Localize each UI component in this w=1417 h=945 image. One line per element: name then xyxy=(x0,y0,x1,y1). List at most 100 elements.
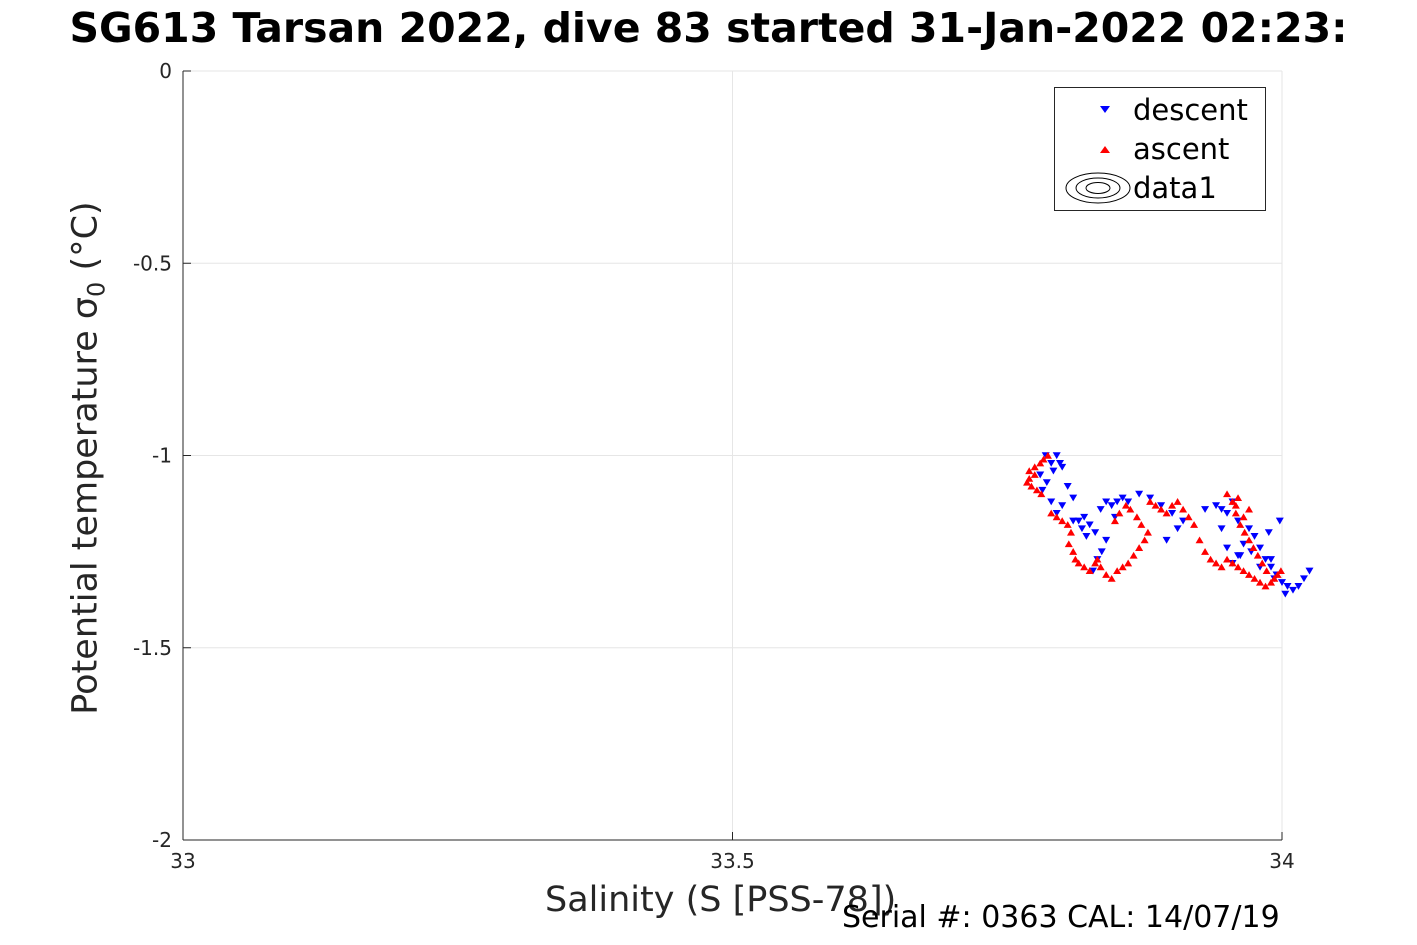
descent-point xyxy=(1264,529,1273,536)
y-axis-label: Potential temperature σ0 (°C) xyxy=(65,201,111,715)
ascent-point xyxy=(1261,582,1270,590)
legend[interactable]: descent ascent data1 xyxy=(1054,87,1266,211)
ascent-point xyxy=(1118,563,1127,571)
ascent-point xyxy=(1173,498,1182,505)
x-tick-label: 34 xyxy=(1269,849,1294,873)
descent-point xyxy=(1091,529,1100,536)
ascent-point xyxy=(1239,513,1248,521)
ascent-point xyxy=(1030,463,1039,471)
legend-item-ascent[interactable]: ascent xyxy=(1055,131,1265,167)
ascent-point xyxy=(1064,540,1073,548)
ascent-point xyxy=(1066,528,1075,536)
descent-point xyxy=(1275,517,1284,525)
descent-point xyxy=(1267,556,1276,563)
ascent-point xyxy=(1195,536,1204,544)
ascent-point xyxy=(1074,559,1083,567)
ascent-point xyxy=(1190,521,1199,528)
descent-point xyxy=(1085,521,1094,529)
ascent-point xyxy=(1135,544,1144,551)
descent-point xyxy=(1047,459,1056,467)
descent-point xyxy=(1074,517,1083,525)
descent-point xyxy=(1223,509,1232,517)
ascent-point xyxy=(1256,578,1265,586)
ascent-point xyxy=(1250,574,1259,582)
ascent-point xyxy=(1115,509,1124,517)
ascent-point xyxy=(1132,513,1141,521)
ascent-point xyxy=(1102,571,1111,578)
descent-point xyxy=(1146,494,1155,502)
descent-point xyxy=(1097,548,1106,556)
descent-point xyxy=(1267,563,1276,571)
ascent-point xyxy=(1137,521,1146,528)
ascent-point xyxy=(1179,505,1188,513)
descent-point xyxy=(1102,536,1111,544)
ascent-point xyxy=(1258,559,1267,567)
ascent-point xyxy=(1043,451,1052,459)
descent-point xyxy=(1056,459,1065,467)
descent-point xyxy=(1063,483,1072,490)
ascent-point xyxy=(1276,567,1285,575)
serial-footer: Serial #: 0363 CAL: 14/07/19 xyxy=(842,900,1280,935)
ascent-point xyxy=(1052,513,1061,521)
descent-point xyxy=(1223,544,1232,552)
ascent-point xyxy=(1069,548,1078,555)
ascent-point xyxy=(1096,563,1105,571)
ascent-point xyxy=(1240,528,1249,536)
y-tick-label: -1 xyxy=(152,444,172,468)
ascent-point xyxy=(1027,482,1036,490)
descent-point xyxy=(1135,490,1144,498)
tick-labels: 33 33.5 34 0 -0.5 -1 -1.5 -2 xyxy=(133,59,1295,873)
ascent-point xyxy=(1058,517,1067,525)
ascent-point xyxy=(1091,559,1100,567)
ascent-point xyxy=(1168,501,1177,509)
ascent-point xyxy=(1129,551,1138,559)
ascent-point xyxy=(1228,559,1237,567)
ascent-point xyxy=(1217,563,1226,571)
descent-point xyxy=(1261,556,1270,563)
descent-point xyxy=(1052,452,1061,460)
ascent-point xyxy=(1223,555,1232,563)
descent-point xyxy=(1283,583,1292,590)
x-tick-label: 33 xyxy=(170,849,195,873)
descent-point xyxy=(1162,536,1171,544)
legend-item-descent[interactable]: descent xyxy=(1055,92,1265,128)
descent-point xyxy=(1212,502,1221,510)
descent-point xyxy=(1077,525,1086,533)
descent-point xyxy=(1102,498,1111,506)
descent-point xyxy=(1250,533,1259,540)
ascent-point xyxy=(1143,528,1152,536)
x-axis-label: Salinity (S [PSS-78]) xyxy=(545,880,897,920)
ascent-point xyxy=(1245,505,1254,513)
ascent-point xyxy=(1080,563,1089,571)
descent-point xyxy=(1036,471,1045,479)
ascent-point xyxy=(1121,501,1130,509)
ascent-point xyxy=(1157,505,1166,513)
descent-point xyxy=(1305,567,1314,575)
ascent-point xyxy=(1085,567,1094,575)
ascent-point xyxy=(1273,571,1282,578)
ascent-point xyxy=(1107,574,1116,582)
ascent-point xyxy=(1110,517,1119,525)
descent-point xyxy=(1299,575,1308,583)
contour-ellipse-icon xyxy=(1065,172,1131,204)
descent-point xyxy=(1096,506,1105,513)
descent-point xyxy=(1049,467,1058,475)
y-tick-label: -2 xyxy=(152,828,172,852)
ascent-point xyxy=(1023,478,1032,486)
ascent-point xyxy=(1124,559,1133,567)
legend-item-data1[interactable]: data1 xyxy=(1055,170,1265,206)
descent-point xyxy=(1118,494,1127,502)
descent-point xyxy=(1168,509,1177,517)
descent-point xyxy=(1288,586,1297,594)
ascent-point xyxy=(1162,509,1171,517)
ascent-point xyxy=(1245,571,1254,578)
descent-point xyxy=(1217,525,1226,533)
y-tick-label: -1.5 xyxy=(133,636,172,660)
descent-marker-icon xyxy=(1100,106,1110,113)
ascent-point xyxy=(1270,574,1279,582)
descent-point xyxy=(1052,509,1061,517)
ascent-point xyxy=(1249,544,1258,551)
descent-point xyxy=(1245,525,1254,533)
ascent-point xyxy=(1113,567,1122,575)
ascent-point xyxy=(1267,578,1276,586)
